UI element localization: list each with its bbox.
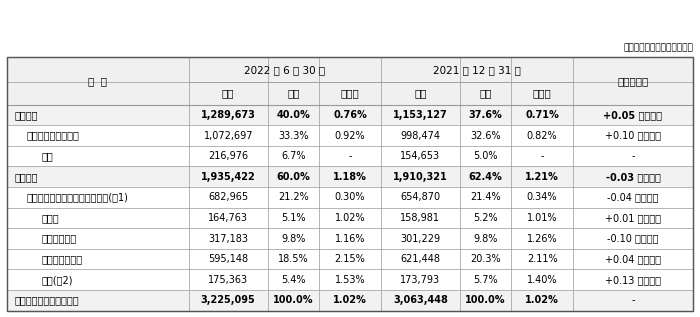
Text: 62.4%: 62.4% [468, 172, 503, 182]
Text: 1,910,321: 1,910,321 [393, 172, 448, 182]
Text: 5.7%: 5.7% [473, 275, 498, 285]
Text: 占比: 占比 [480, 88, 491, 99]
Text: 个人贷款: 个人贷款 [15, 172, 38, 182]
Text: 1.16%: 1.16% [335, 234, 365, 243]
Text: 1.02%: 1.02% [525, 295, 559, 305]
Text: -: - [349, 151, 351, 161]
Text: 621,448: 621,448 [400, 254, 440, 264]
Text: 33.3%: 33.3% [278, 131, 309, 140]
Text: 余额: 余额 [414, 88, 426, 99]
Text: 不良率: 不良率 [533, 88, 552, 99]
Text: 100.0%: 100.0% [466, 295, 505, 305]
Text: 1.18%: 1.18% [333, 172, 367, 182]
Text: 0.71%: 0.71% [525, 110, 559, 120]
Text: 余额: 余额 [222, 88, 235, 99]
Text: +0.04 个百分点: +0.04 个百分点 [605, 254, 661, 264]
Text: 654,870: 654,870 [400, 192, 440, 202]
Text: 18.5%: 18.5% [278, 254, 309, 264]
Text: 21.2%: 21.2% [278, 192, 309, 202]
Text: 2.15%: 2.15% [335, 254, 365, 264]
Text: 3,225,095: 3,225,095 [201, 295, 256, 305]
Text: -0.10 个百分点: -0.10 个百分点 [607, 234, 659, 243]
Text: 301,229: 301,229 [400, 234, 440, 243]
Text: （货币单位：人民币百万元）: （货币单位：人民币百万元） [623, 43, 693, 52]
Bar [7, 166, 693, 187]
Text: 项  目: 项 目 [88, 76, 107, 86]
Text: 1.02%: 1.02% [335, 213, 365, 223]
Text: -: - [631, 151, 635, 161]
Text: 3,063,448: 3,063,448 [393, 295, 448, 305]
Bar [7, 57, 693, 311]
Text: 37.6%: 37.6% [468, 110, 503, 120]
Text: -: - [540, 151, 544, 161]
Text: 998,474: 998,474 [400, 131, 440, 140]
Text: 20.3%: 20.3% [470, 254, 500, 264]
Text: 其他(注2): 其他(注2) [41, 275, 73, 285]
Text: 0.92%: 0.92% [335, 131, 365, 140]
Text: 汽车金融贷款: 汽车金融贷款 [41, 234, 76, 243]
Text: 1.21%: 1.21% [525, 172, 559, 182]
Text: 0.34%: 0.34% [527, 192, 557, 202]
Bar [7, 290, 693, 311]
Text: 1,935,422: 1,935,422 [201, 172, 256, 182]
Text: -: - [631, 295, 635, 305]
Bar [7, 57, 693, 311]
Text: 0.82%: 0.82% [527, 131, 557, 140]
Text: 贴现: 贴现 [41, 151, 53, 161]
Text: 企业贷款: 企业贷款 [15, 110, 38, 120]
Text: 154,653: 154,653 [400, 151, 440, 161]
Text: 1.01%: 1.01% [527, 213, 557, 223]
Text: 0.30%: 0.30% [335, 192, 365, 202]
Text: 5.0%: 5.0% [473, 151, 498, 161]
Text: 1.02%: 1.02% [333, 295, 367, 305]
Text: 32.6%: 32.6% [470, 131, 500, 140]
Text: 不良率: 不良率 [341, 88, 359, 99]
Text: 1,072,697: 1,072,697 [204, 131, 253, 140]
Bar [7, 82, 693, 105]
Text: -0.04 个百分点: -0.04 个百分点 [607, 192, 659, 202]
Text: 5.2%: 5.2% [473, 213, 498, 223]
Text: 新一贷: 新一贷 [41, 213, 59, 223]
Text: 595,148: 595,148 [208, 254, 248, 264]
Text: 40.0%: 40.0% [276, 110, 310, 120]
Text: 其中：房屋按揭及持证抵押贷款(注1): 其中：房屋按揭及持证抵押贷款(注1) [27, 192, 129, 202]
Text: 1.53%: 1.53% [335, 275, 365, 285]
Text: 占比: 占比 [287, 88, 300, 99]
Text: 5.1%: 5.1% [281, 213, 306, 223]
Text: 1.40%: 1.40% [527, 275, 557, 285]
Text: 信用卡应收账款: 信用卡应收账款 [41, 254, 83, 264]
Bar [7, 57, 693, 82]
Text: -0.03 个百分点: -0.03 个百分点 [606, 172, 660, 182]
Text: 2.11%: 2.11% [527, 254, 557, 264]
Text: 175,363: 175,363 [208, 275, 248, 285]
Text: 317,183: 317,183 [208, 234, 248, 243]
Text: +0.05 个百分点: +0.05 个百分点 [603, 110, 662, 120]
Text: 1.26%: 1.26% [527, 234, 557, 243]
Text: 100.0%: 100.0% [273, 295, 314, 305]
Text: 1,153,127: 1,153,127 [393, 110, 448, 120]
Text: 发放贷款和垫款本金总额: 发放贷款和垫款本金总额 [15, 295, 79, 305]
Text: 173,793: 173,793 [400, 275, 440, 285]
Text: 21.4%: 21.4% [470, 192, 500, 202]
Text: 682,965: 682,965 [208, 192, 248, 202]
Text: 2021 年 12 月 31 日: 2021 年 12 月 31 日 [433, 65, 521, 75]
Text: 1,289,673: 1,289,673 [201, 110, 256, 120]
Text: 158,981: 158,981 [400, 213, 440, 223]
Text: 6.7%: 6.7% [281, 151, 306, 161]
Text: 164,763: 164,763 [208, 213, 248, 223]
Text: 0.76%: 0.76% [333, 110, 367, 120]
Text: +0.10 个百分点: +0.10 个百分点 [605, 131, 661, 140]
Text: 9.8%: 9.8% [473, 234, 498, 243]
Text: 不良率增减: 不良率增减 [617, 76, 649, 86]
Text: 216,976: 216,976 [208, 151, 248, 161]
Text: +0.13 个百分点: +0.13 个百分点 [605, 275, 661, 285]
Text: 其中：一般企业贷款: 其中：一般企业贷款 [27, 131, 80, 140]
Text: 9.8%: 9.8% [281, 234, 306, 243]
Text: 60.0%: 60.0% [276, 172, 310, 182]
Text: +0.01 个百分点: +0.01 个百分点 [605, 213, 661, 223]
Bar [7, 105, 693, 125]
Text: 2022 年 6 月 30 日: 2022 年 6 月 30 日 [244, 65, 326, 75]
Text: 5.4%: 5.4% [281, 275, 306, 285]
